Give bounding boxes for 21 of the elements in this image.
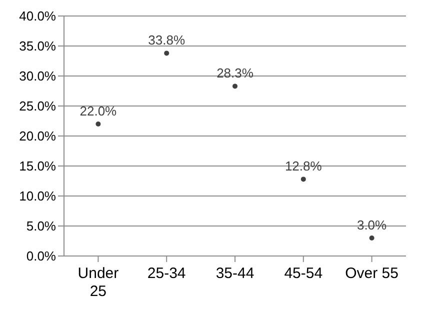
- x-tick-label: Over 55: [345, 265, 398, 282]
- y-tick-label: 25.0%: [19, 98, 56, 114]
- x-tick-label: 25-34: [147, 265, 186, 282]
- data-label: 33.8%: [148, 32, 186, 48]
- y-tick-label: 35.0%: [19, 38, 56, 54]
- y-tick-label: 5.0%: [26, 218, 56, 234]
- point: [232, 84, 238, 89]
- y-tick-label: 15.0%: [19, 158, 56, 174]
- y-tick-label: 20.0%: [19, 128, 56, 144]
- y-tick-label: 10.0%: [19, 188, 56, 204]
- y-tick-label: 40.0%: [19, 8, 56, 24]
- y-tick-label: 0.0%: [26, 248, 56, 264]
- data-label: 22.0%: [80, 103, 118, 118]
- x-tick-label: 45-54: [284, 265, 323, 282]
- x-tick-label: Under 25: [78, 265, 119, 300]
- y-tick-label: 30.0%: [19, 68, 56, 84]
- point: [96, 122, 101, 126]
- point: [300, 176, 306, 182]
- point: [164, 50, 170, 56]
- x-tick-label: 35-44: [216, 265, 254, 282]
- point: [369, 236, 374, 240]
